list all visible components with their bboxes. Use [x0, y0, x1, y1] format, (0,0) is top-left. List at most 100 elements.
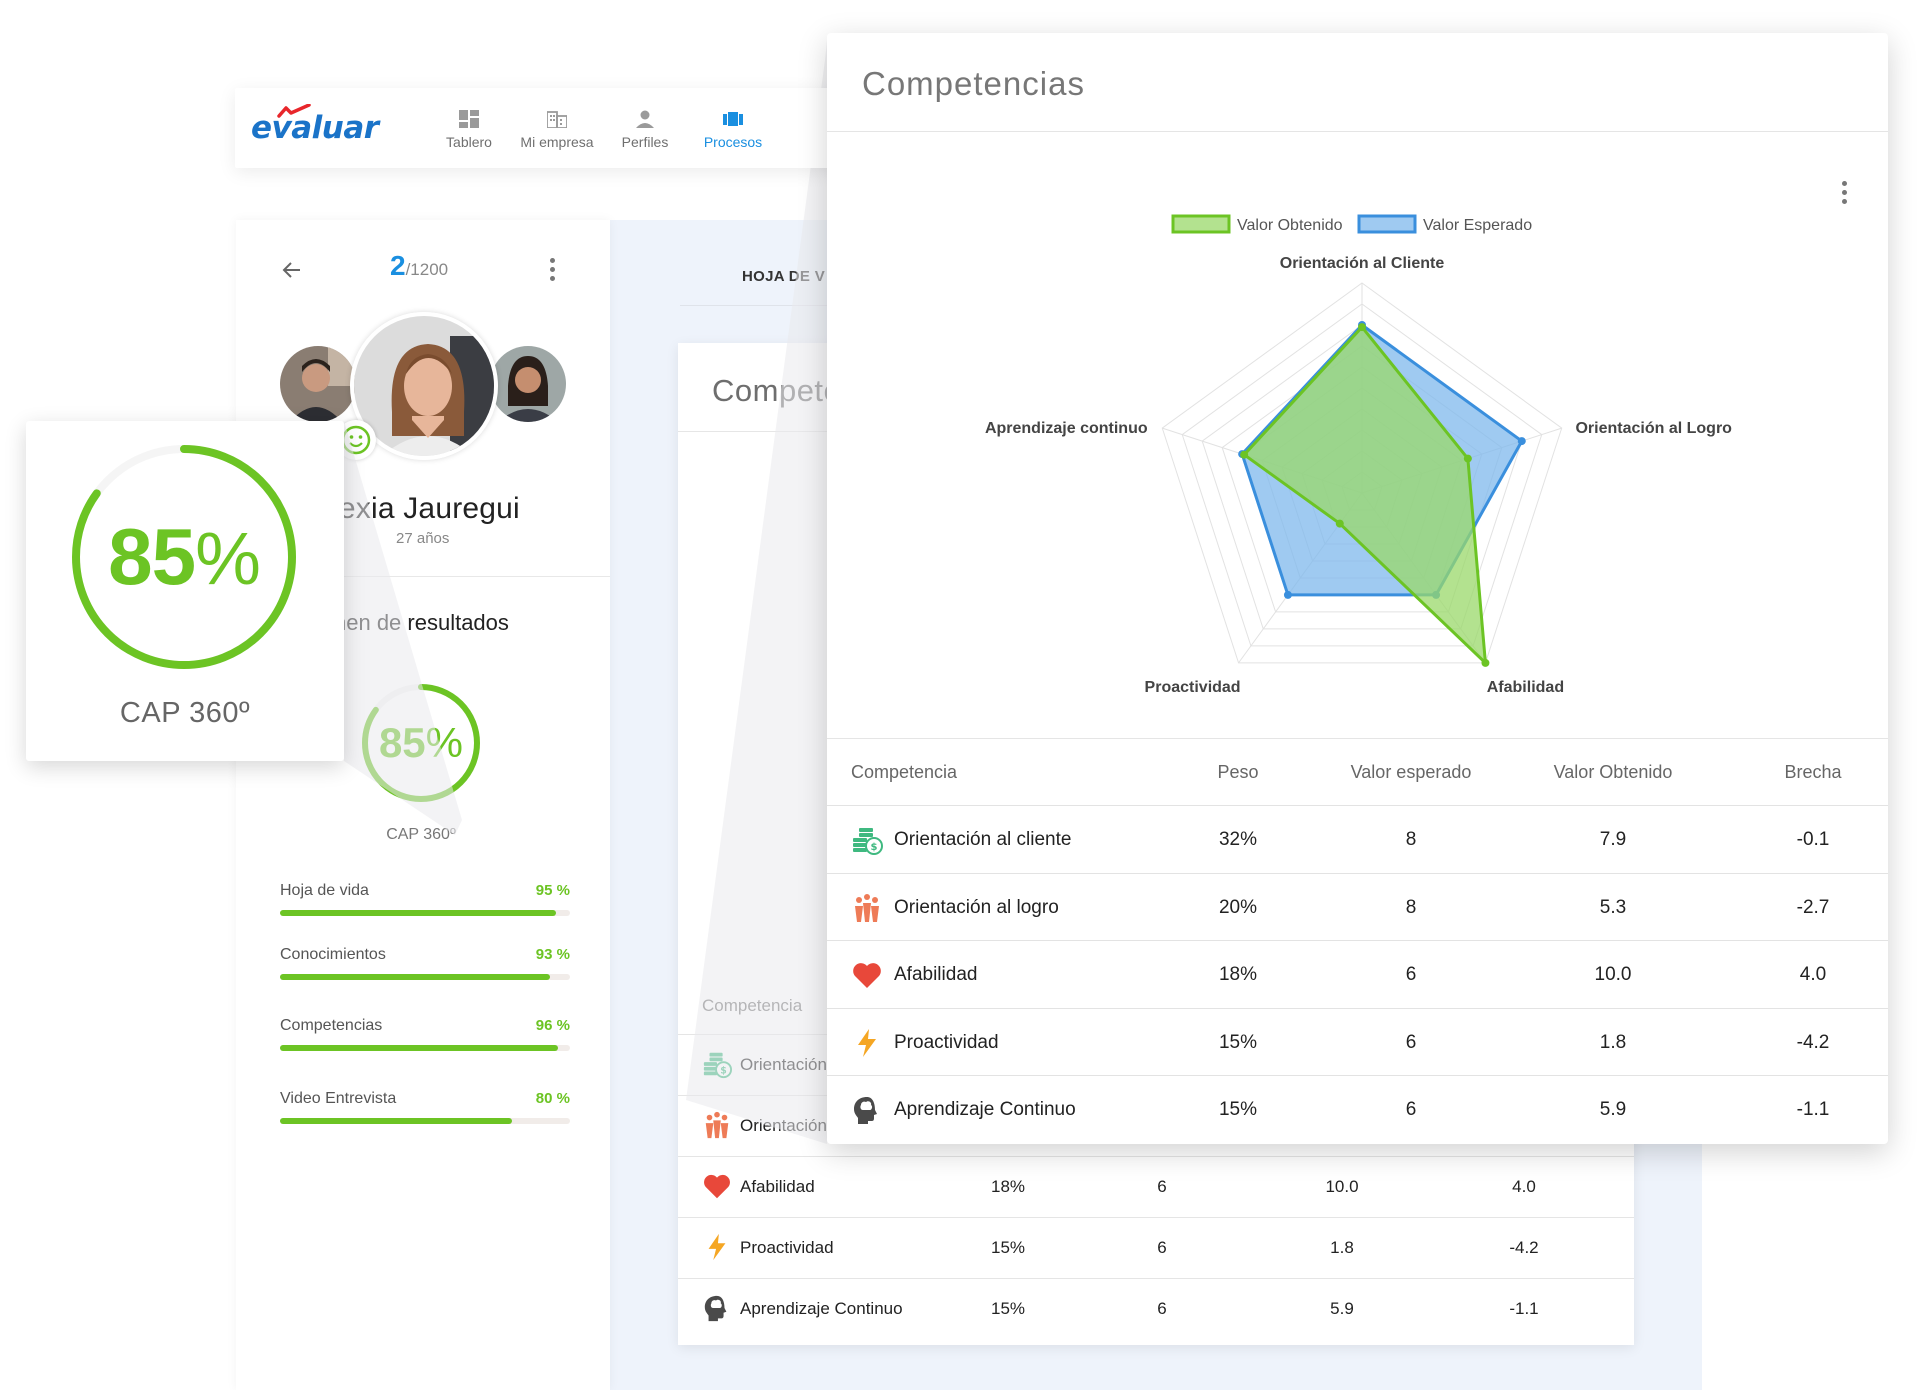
radar-point	[1240, 450, 1249, 459]
logo-text: evaluar	[251, 110, 379, 146]
cell-peso: 15%	[990, 1299, 1026, 1318]
cell-peso: 18%	[1218, 964, 1258, 986]
cell-esperado: 8	[1405, 896, 1417, 918]
table-row: Proactividad 15% 6 1.8 -4.2	[678, 1217, 1634, 1278]
result-bar-fill	[280, 910, 556, 916]
cell-peso: 32%	[1218, 829, 1258, 850]
column-header-competencia[interactable]: Competencia	[851, 762, 958, 782]
radar-axis-label: Orientación al Cliente	[1280, 255, 1445, 272]
result-bar-fill	[280, 974, 550, 980]
cell-esperado: 6	[1157, 1299, 1167, 1318]
result-bar-track	[280, 910, 570, 916]
result-bar-track	[280, 1118, 570, 1124]
cell-obtenido: 5.9	[1330, 1299, 1354, 1318]
cap360-label: CAP 360º	[386, 826, 456, 843]
column-header-brecha[interactable]: Brecha	[1784, 762, 1842, 782]
competencia-name: Orientación	[740, 1116, 827, 1135]
cell-brecha: -1.1	[1509, 1299, 1539, 1318]
avatar-previous-candidate[interactable]	[280, 346, 356, 422]
radar-grid-ring	[1181, 303, 1543, 647]
competencia-name: Afabilidad	[740, 1177, 815, 1196]
radar-axis-label: Orientación al Logro	[1575, 420, 1732, 437]
svg-text:$: $	[720, 1065, 727, 1076]
counter-total: /1200	[405, 260, 449, 279]
candidate-counter: 2/1200	[390, 250, 448, 282]
svg-text:$: $	[871, 842, 878, 853]
cell-brecha: -0.1	[1796, 829, 1830, 850]
radar-series-valor-obtenido	[1242, 325, 1487, 665]
cell-peso: 15%	[1218, 1099, 1258, 1121]
cell-brecha: -1.1	[1796, 1099, 1830, 1121]
table-row: Aprendizaje Continuo 15% 6 5.9 -1.1	[827, 1075, 1888, 1142]
candidate-age: 27 años	[396, 530, 450, 547]
cell-esperado: 8	[1405, 829, 1417, 850]
column-header-valor-esperado[interactable]: Valor esperado	[1350, 762, 1472, 782]
card-divider	[827, 131, 1888, 132]
more-options-icon[interactable]	[550, 258, 556, 282]
nav-item-perfiles[interactable]: Perfiles	[601, 110, 689, 150]
result-bar-label: Video Entrevista	[280, 1090, 397, 1107]
dashboard-icon	[425, 110, 513, 128]
candidate-profile-panel: 2/1200 lexia Jauregui 27 años nen de res…	[236, 220, 610, 1390]
cell-obtenido: 10.0	[1594, 964, 1632, 986]
competencia-name: Aprendizaje Continuo	[894, 1099, 1076, 1121]
card-title: Compete	[712, 373, 842, 408]
nav-item-procesos[interactable]: Procesos	[689, 110, 777, 150]
column-header-valor-obtenido[interactable]: Valor Obtenido	[1553, 762, 1673, 782]
radar-axis-label: Afabilidad	[1487, 679, 1564, 696]
cap360-score-ring: 85%	[356, 678, 486, 808]
team-icon	[702, 1110, 732, 1140]
result-bar-hoja-de-vida: Hoja de vida 95 %	[280, 882, 570, 916]
avatar-next-candidate[interactable]	[490, 346, 566, 422]
cell-brecha: -4.2	[1509, 1238, 1539, 1257]
cell-esperado: 6	[1405, 964, 1417, 986]
nav-item-mi-empresa[interactable]: Mi empresa	[513, 110, 601, 150]
results-summary-title: nen de resultados	[334, 610, 509, 635]
radar-point	[1335, 519, 1344, 528]
lightning-icon	[702, 1232, 732, 1262]
cell-peso: 15%	[990, 1238, 1026, 1257]
radar-point	[1481, 658, 1490, 667]
lightning-icon	[851, 1027, 883, 1059]
result-bar-fill	[280, 1118, 512, 1124]
cell-obtenido: 7.9	[1599, 829, 1627, 850]
cell-peso: 15%	[1218, 1031, 1258, 1053]
cell-obtenido: 10.0	[1325, 1177, 1359, 1196]
cell-brecha: 4.0	[1512, 1177, 1536, 1196]
nav-item-tablero[interactable]: Tablero	[425, 110, 513, 150]
nav-item-label: Perfiles	[621, 134, 669, 150]
table-row: Afabilidad 18% 6 10.0 4.0	[827, 940, 1888, 1007]
result-bar-label: Conocimientos	[280, 946, 386, 963]
chart-options-icon[interactable]	[1842, 181, 1848, 205]
legend-swatch	[1171, 214, 1231, 234]
tab-hoja-de-vida[interactable]: HOJA DE V	[742, 268, 825, 285]
cell-esperado: 6	[1157, 1238, 1167, 1257]
back-arrow-icon[interactable]	[280, 258, 304, 282]
column-header-competencia: Competencia	[702, 996, 803, 1015]
result-bar-value: 80 %	[535, 1090, 570, 1107]
heart-icon	[851, 959, 883, 991]
person-icon	[601, 110, 689, 128]
column-header-peso[interactable]: Peso	[1217, 762, 1259, 782]
heart-icon	[702, 1171, 732, 1201]
competencia-name: Proactividad	[894, 1031, 999, 1053]
nav-item-label: Mi empresa	[520, 134, 594, 150]
cell-obtenido: 5.3	[1599, 896, 1627, 918]
cell-obtenido: 1.8	[1330, 1238, 1354, 1257]
result-bar-value: 96 %	[535, 1017, 570, 1034]
legend-swatch	[1357, 214, 1417, 234]
result-bar-competencias: Competencias 96 %	[280, 1017, 570, 1051]
logo-check-icon	[277, 104, 311, 118]
brain-head-icon	[851, 1094, 883, 1126]
radar-axis-label: Aprendizaje continuo	[985, 420, 1148, 437]
cell-brecha: 4.0	[1799, 964, 1827, 986]
table-row: Orientación al logro 20% 8 5.3 -2.7	[827, 872, 1888, 940]
counter-current: 2	[390, 250, 406, 281]
evaluar-logo[interactable]: evaluar	[251, 104, 379, 146]
radar-grid-ring	[1161, 282, 1563, 664]
processes-icon	[689, 110, 777, 128]
candidate-name: lexia Jauregui	[332, 492, 520, 525]
chart-table-divider	[827, 738, 1888, 739]
competencias-card: Competencias Orientación al Cliente Orien…	[827, 33, 1888, 1144]
result-bar-label: Competencias	[280, 1017, 383, 1034]
